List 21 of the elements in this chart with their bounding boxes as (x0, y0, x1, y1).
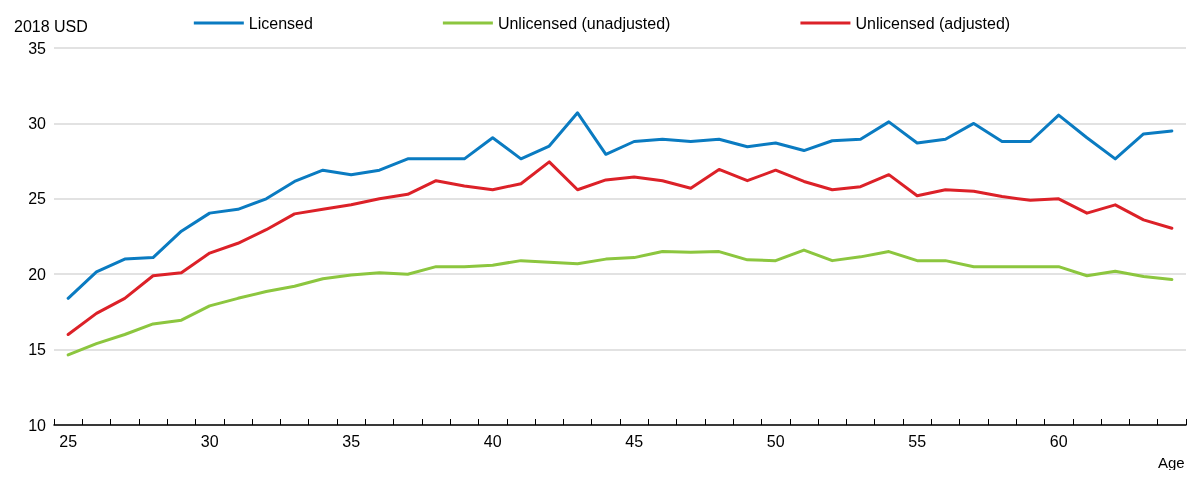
line-series (66, 160, 1174, 337)
x-tick-label: 40 (483, 432, 502, 450)
x-tick-label: 60 (1049, 432, 1068, 450)
y-tick-label: 30 (28, 114, 47, 132)
y-tick-label: 20 (28, 265, 47, 283)
y-tick-label: 25 (28, 190, 47, 208)
x-tick-label: 50 (766, 432, 785, 450)
y-tick-label: 10 (28, 416, 47, 434)
y-axis-title: 2018 USD (14, 17, 88, 35)
x-tick-label: 35 (342, 432, 361, 450)
line-series (66, 111, 1174, 300)
x-tick-label: 55 (908, 432, 927, 450)
line-series (66, 248, 1174, 357)
legend-label: Unlicensed (adjusted) (855, 14, 1011, 32)
y-tick-label: 15 (28, 341, 47, 359)
legend-label: Unlicensed (unadjusted) (497, 14, 671, 32)
x-tick-label: 45 (625, 432, 644, 450)
y-tick-label: 35 (28, 39, 47, 57)
x-tick-label: 25 (59, 432, 78, 450)
legend-label: Licensed (248, 14, 313, 32)
x-tick-label: 30 (200, 432, 219, 450)
